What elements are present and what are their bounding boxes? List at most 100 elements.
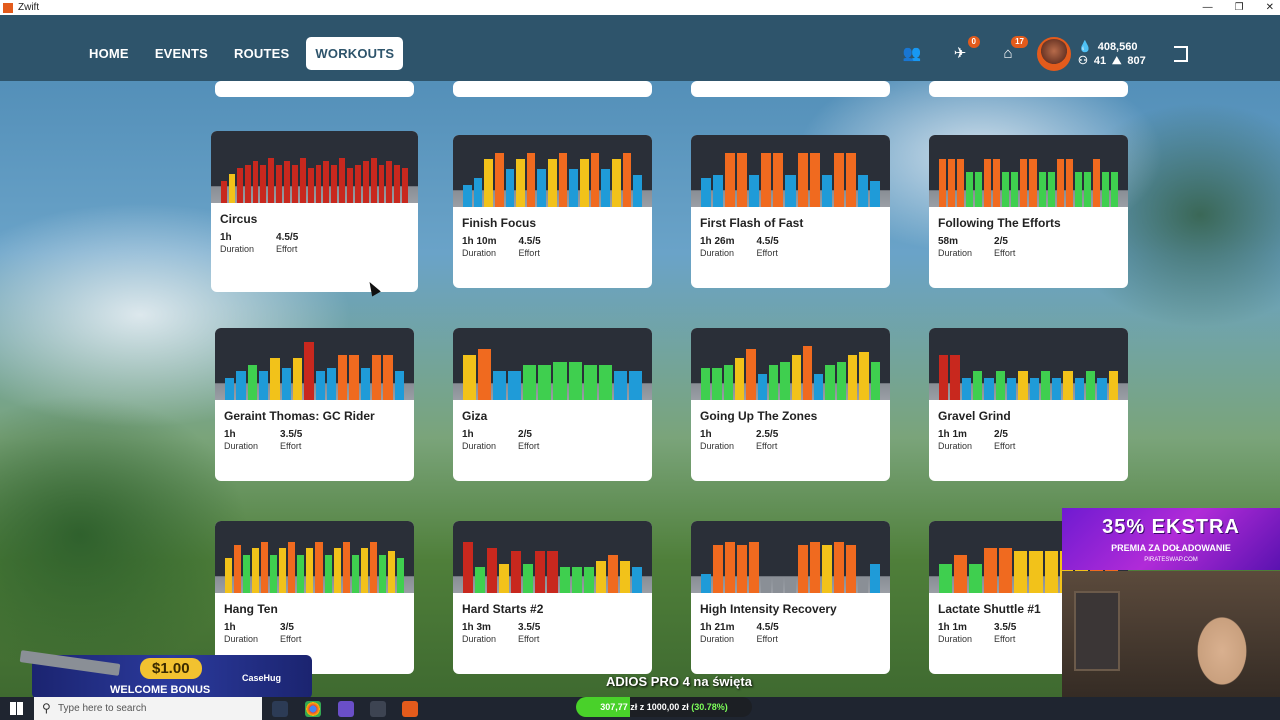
workout-card[interactable]: High Intensity Recovery 1h 21m Duration … (691, 521, 890, 674)
workout-interval-bar (961, 378, 971, 400)
workout-interval-bar (580, 159, 589, 207)
workout-card-partial[interactable] (691, 81, 890, 97)
workout-meta: 1h Duration 2/5 Effort (453, 423, 652, 451)
avatar[interactable] (1037, 37, 1071, 71)
effort-value: 4.5/5 (756, 236, 779, 247)
workout-card[interactable]: First Flash of Fast 1h 26m Duration 4.5/… (691, 135, 890, 288)
workout-card-partial[interactable] (215, 81, 414, 97)
terminal-icon[interactable] (272, 701, 288, 717)
workout-interval-bar (583, 567, 594, 593)
workout-interval-bar (969, 564, 983, 593)
workout-card[interactable]: Following The Efforts 58m Duration 2/5 E… (929, 135, 1128, 288)
notifications-icon[interactable]: ✈ 0 (950, 36, 980, 64)
workout-interval-bar (633, 175, 642, 207)
effort-block: 3.5/5 Effort (994, 622, 1016, 644)
workout-interval-bar (869, 181, 880, 207)
workout-meta: 1h 3m Duration 3.5/5 Effort (453, 616, 652, 644)
promo-banner[interactable]: 35% EKSTRA PREMIA ZA DOŁADOWANIE PIRATES… (1062, 508, 1280, 570)
bonus-banner[interactable]: $1.00 WELCOME BONUS CaseHug (19, 650, 312, 699)
workout-interval-bar (1029, 551, 1043, 593)
workout-interval-bar (972, 371, 983, 400)
window-controls: — ❐ ✕ (1203, 0, 1274, 15)
workout-interval-bar (1006, 378, 1017, 400)
level-icon: ⚇ (1078, 55, 1088, 67)
effort-value: 4.5/5 (756, 622, 779, 633)
workout-meta: 58m Duration 2/5 Effort (929, 230, 1128, 258)
workout-card[interactable]: Hard Starts #2 1h 3m Duration 3.5/5 Effo… (453, 521, 652, 674)
tab-home[interactable]: HOME (89, 46, 129, 61)
workout-card[interactable]: Finish Focus 1h 10m Duration 4.5/5 Effor… (453, 135, 652, 288)
duration-value: 1h 3m (462, 622, 491, 633)
workout-interval-bar (244, 165, 251, 203)
workout-interval-bar (571, 567, 582, 593)
workout-interval-bar (258, 371, 269, 400)
workout-interval-bar (1040, 371, 1051, 400)
workout-interval-bar (387, 551, 395, 593)
workout-interval-bar (773, 153, 784, 207)
effort-block: 4.5/5 Effort (276, 232, 298, 254)
workout-interval-bar (326, 368, 337, 400)
minimize-button[interactable]: — (1202, 2, 1213, 13)
zwift-taskbar-icon[interactable] (402, 701, 418, 717)
tab-workouts[interactable]: WORKOUTS (306, 37, 404, 70)
duration-value: 1h (462, 429, 474, 440)
effort-label: Effort (518, 248, 540, 258)
workout-interval-bar (523, 365, 537, 400)
donation-amount: 307,77 zł z 1000,00 zł (600, 702, 689, 712)
workout-interval-bar (508, 371, 522, 400)
taskbar-search-input[interactable]: Type here to search (34, 697, 262, 720)
workout-interval-bar (975, 172, 983, 207)
workout-interval-bar (347, 168, 353, 203)
workout-bars (939, 143, 1118, 207)
workout-interval-bar (494, 153, 504, 207)
workout-interval-bar (622, 153, 632, 207)
app-icon[interactable] (338, 701, 354, 717)
workout-interval-bar (749, 542, 760, 593)
workout-meta: 1h Duration 4.5/5 Effort (211, 226, 418, 254)
workout-interval-bar (247, 365, 257, 400)
workout-card[interactable]: Going Up The Zones 1h Duration 2.5/5 Eff… (691, 328, 890, 481)
duration-label: Duration (938, 248, 973, 258)
workout-bars (225, 336, 404, 400)
workout-card-partial[interactable] (929, 81, 1128, 97)
workout-interval-bar (1002, 172, 1010, 207)
workout-interval-bar (1014, 551, 1028, 593)
workout-meta: 1h 26m Duration 4.5/5 Effort (691, 230, 890, 258)
workout-interval-bar (814, 374, 824, 400)
workout-interval-bar (857, 577, 868, 593)
tab-routes[interactable]: ROUTES (234, 46, 290, 61)
workout-card[interactable]: Geraint Thomas: GC Rider 1h Duration 3.5… (215, 328, 414, 481)
duration-label: Duration (224, 634, 259, 644)
workout-interval-bar (553, 362, 567, 400)
close-button[interactable]: ✕ (1265, 2, 1274, 13)
chrome-icon[interactable] (305, 701, 321, 717)
workout-card-partial[interactable] (453, 81, 652, 97)
workout-interval-bar (558, 153, 568, 207)
workout-interval-bar (1052, 378, 1062, 400)
obs-icon[interactable] (370, 701, 386, 717)
tab-events[interactable]: EVENTS (154, 46, 209, 61)
restore-button[interactable]: ❐ (1234, 2, 1244, 13)
workout-interval-bar (279, 548, 287, 593)
workout-interval-bar (761, 577, 772, 593)
workout-interval-bar (954, 555, 968, 593)
workout-interval-bar (628, 371, 642, 400)
workout-card[interactable]: Hang Ten 1h Duration 3/5 Effort (215, 521, 414, 674)
workout-card[interactable]: Gravel Grind 1h 1m Duration 2/5 Effort (929, 328, 1128, 481)
workout-interval-bar (1020, 159, 1028, 207)
windows-start-icon[interactable] (10, 702, 23, 715)
workout-interval-bar (723, 365, 733, 400)
workout-interval-bar (712, 368, 722, 400)
garage-icon[interactable]: ⌂ 17 (998, 36, 1028, 64)
workout-card[interactable]: Circus 1h Duration 4.5/5 Effort (211, 131, 418, 292)
workout-profile-chart (929, 328, 1128, 400)
workout-interval-bar (394, 165, 401, 203)
effort-block: 4.5/5 Effort (518, 236, 540, 258)
duration-block: 1h Duration (700, 429, 734, 451)
workout-profile-chart (211, 131, 418, 203)
friends-icon[interactable]: 👥 (902, 45, 922, 62)
workout-name: Gravel Grind (938, 409, 1011, 423)
workout-card[interactable]: Giza 1h Duration 2/5 Effort (453, 328, 652, 481)
workout-meta: 1h Duration 2.5/5 Effort (691, 423, 890, 451)
logout-icon[interactable] (1174, 46, 1188, 62)
